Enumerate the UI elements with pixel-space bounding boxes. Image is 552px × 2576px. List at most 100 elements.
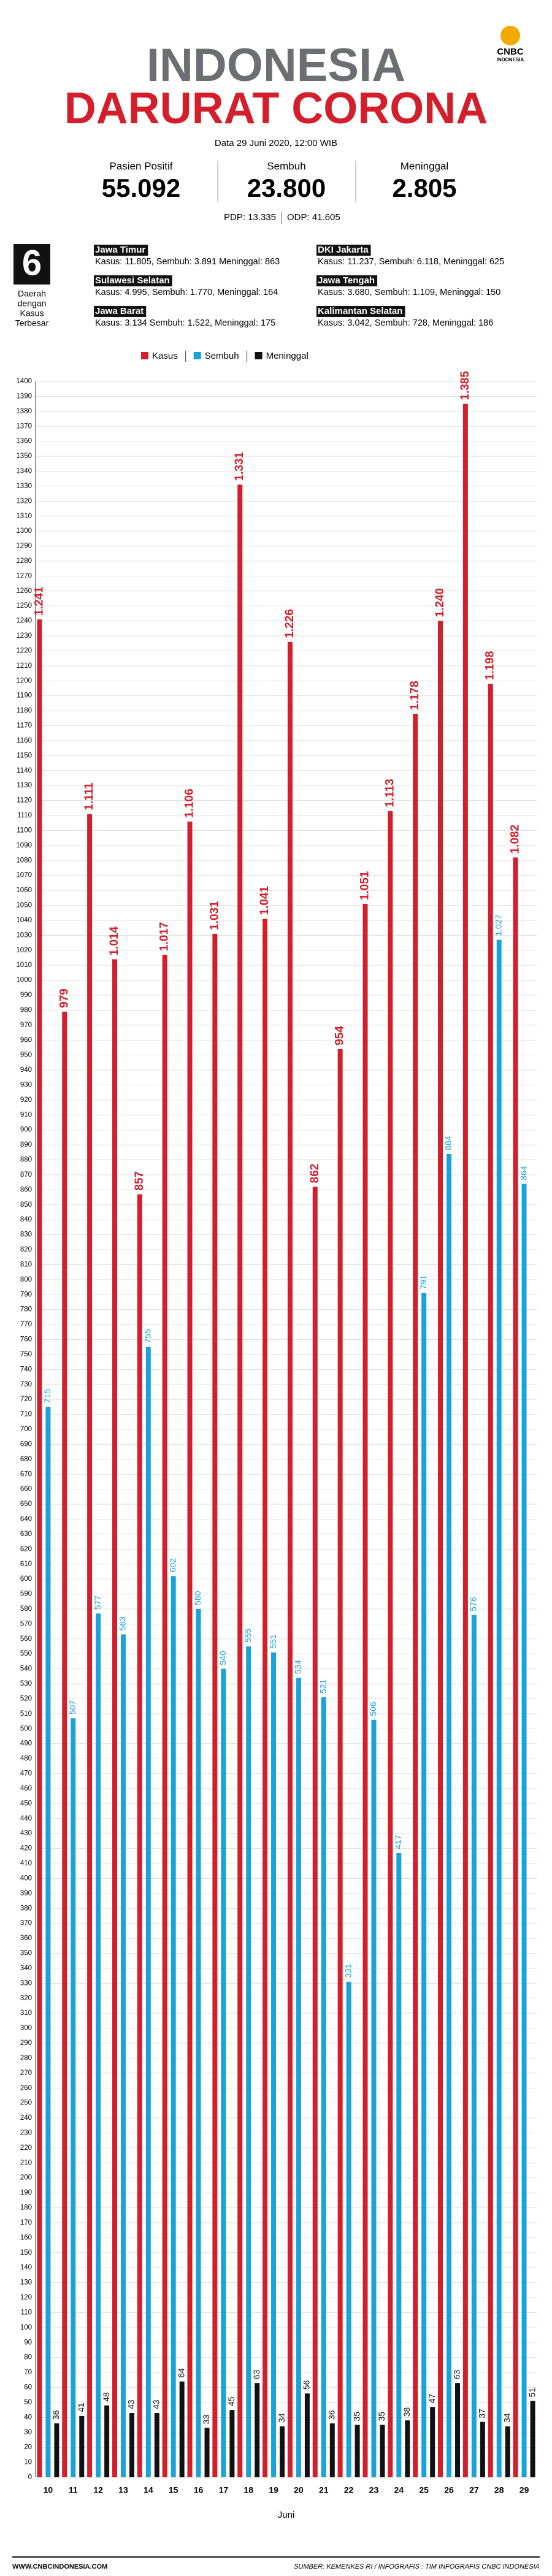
y-tick-label: 440: [20, 1815, 32, 1822]
value-label: 1.017: [158, 922, 171, 952]
y-tick-label: 1220: [16, 647, 32, 654]
region-name: DKI Jakarta: [318, 245, 369, 255]
y-tick-label: 930: [20, 1082, 32, 1089]
y-tick-label: 520: [20, 1695, 32, 1702]
y-tick-label: 240: [20, 2114, 32, 2122]
value-label: 1.031: [208, 901, 221, 930]
y-tick-label: 840: [20, 1216, 32, 1223]
y-tick-label: 340: [20, 1965, 32, 1972]
region-detail: Kasus: 3.134 Sembuh: 1.522, Meninggal: 1…: [95, 318, 275, 328]
value-label: 1.051: [358, 871, 371, 900]
y-tick-label: 830: [20, 1231, 32, 1239]
y-tick-label: 990: [20, 992, 32, 999]
bar: [246, 1646, 251, 2477]
region-detail: Kasus: 4.995, Sembuh: 1.770, Meninggal: …: [95, 288, 278, 297]
y-tick-label: 970: [20, 1022, 32, 1029]
logo-sub: INDONESIA: [497, 57, 524, 63]
region-name: Jawa Tengah: [318, 275, 375, 286]
y-tick-label: 1010: [16, 961, 32, 969]
y-tick-label: 1360: [16, 438, 32, 445]
value-label: 862: [309, 1164, 321, 1183]
y-tick-label: 370: [20, 1920, 32, 1927]
y-tick-label: 130: [20, 2279, 32, 2287]
x-tick-label: 29: [519, 2485, 529, 2495]
region-detail: Kasus: 11.237, Sembuh: 6.118, Meninggal:…: [318, 257, 504, 267]
y-tick-label: 730: [20, 1381, 32, 1388]
bar: [237, 484, 243, 2478]
value-label: 34: [277, 2413, 286, 2423]
y-tick-label: 1080: [16, 857, 32, 864]
value-label: 1.178: [408, 681, 421, 710]
bar: [321, 1697, 326, 2477]
value-label: 36: [51, 2410, 61, 2420]
region-caption: dengan: [18, 299, 47, 308]
bar: [396, 1852, 402, 2477]
bar: [471, 1615, 477, 2477]
value-label: 64: [176, 2368, 186, 2378]
y-tick-label: 200: [20, 2174, 32, 2182]
y-tick-label: 1330: [16, 483, 32, 490]
y-tick-label: 1100: [17, 827, 32, 834]
value-label: 1.027: [493, 914, 503, 936]
y-tick-label: 480: [20, 1755, 32, 1762]
y-tick-label: 1180: [17, 707, 32, 714]
bar: [388, 811, 393, 2477]
y-tick-label: 1370: [16, 422, 32, 430]
bar: [120, 1634, 126, 2477]
logo-text: CNBC: [497, 47, 523, 57]
value-label: 857: [133, 1171, 146, 1191]
bar: [129, 2413, 134, 2477]
y-tick-label: 720: [20, 1396, 32, 1403]
value-label: 755: [143, 1329, 153, 1343]
y-tick-label: 810: [20, 1261, 32, 1268]
y-tick-label: 1250: [16, 602, 32, 610]
y-tick-label: 570: [20, 1620, 32, 1627]
value-label: 1.226: [283, 609, 296, 638]
value-label: 33: [201, 2415, 211, 2425]
x-tick-label: 18: [243, 2485, 253, 2495]
y-tick-label: 820: [20, 1246, 32, 1253]
y-tick-label: 510: [20, 1710, 32, 1718]
x-tick-label: 26: [444, 2485, 454, 2495]
x-tick-label: 22: [344, 2485, 354, 2495]
y-tick-label: 850: [20, 1201, 32, 1209]
y-tick-label: 1140: [17, 767, 32, 774]
region-name-bg: [316, 275, 378, 286]
region-name: Jawa Barat: [95, 306, 144, 316]
y-tick-label: 920: [20, 1096, 32, 1104]
y-tick-label: 410: [20, 1860, 32, 1867]
bar: [287, 641, 293, 2477]
region-name-bg: [316, 306, 405, 317]
value-label: 1.198: [484, 651, 497, 681]
y-tick-label: 870: [20, 1171, 32, 1179]
value-label: 48: [101, 2392, 111, 2402]
region-name-bg: [94, 306, 147, 317]
bar: [371, 1719, 377, 2477]
y-tick-label: 890: [20, 1141, 32, 1148]
y-tick-label: 50: [24, 2399, 32, 2406]
region-name: Sulawesi Selatan: [95, 275, 170, 286]
value-label: 580: [193, 1591, 202, 1605]
y-tick-label: 270: [20, 2070, 32, 2077]
region-detail: Kasus: 3.042, Sembuh: 728, Meninggal: 18…: [318, 318, 493, 328]
subtitle: DARURAT CORONA: [64, 84, 488, 133]
y-tick-label: 710: [20, 1411, 32, 1418]
title: INDONESIA: [147, 39, 405, 91]
stat-value: 55.092: [102, 174, 180, 202]
y-tick-label: 300: [20, 2025, 32, 2032]
value-label: 576: [469, 1597, 478, 1611]
bar: [488, 684, 493, 2478]
y-tick-label: 960: [20, 1036, 32, 1044]
region-count: 6: [22, 243, 42, 283]
y-tick-label: 880: [20, 1156, 32, 1164]
y-tick-label: 1160: [17, 737, 32, 744]
y-tick-label: 490: [20, 1740, 32, 1748]
bar: [380, 2425, 385, 2477]
region-name-bg: [94, 245, 148, 256]
value-label: 507: [67, 1700, 77, 1715]
odp: ODP: 41.605: [287, 212, 340, 223]
y-tick-label: 90: [24, 2339, 32, 2346]
value-label: 979: [58, 988, 71, 1008]
value-label: 43: [151, 2399, 161, 2409]
stat-value: 2.805: [392, 174, 456, 202]
